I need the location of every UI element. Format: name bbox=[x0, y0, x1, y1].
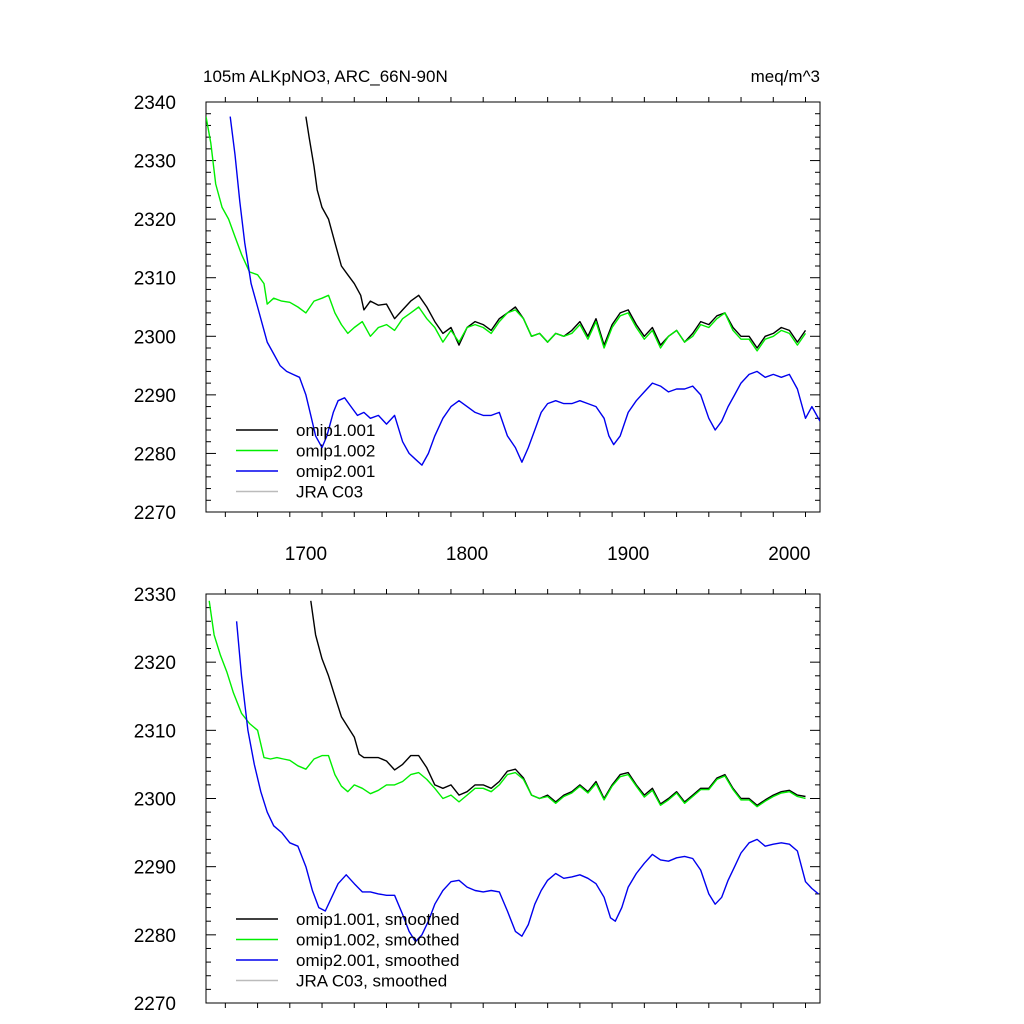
y-tick-label: 2290 bbox=[134, 386, 176, 407]
y-tick-label: 2280 bbox=[134, 444, 176, 465]
series-line-omip1-002-smoothed bbox=[208, 600, 806, 808]
panel-top: 2270 2280 2290 2300 2310 2320 2330 2340 1700 1800… bbox=[134, 93, 821, 565]
legend-label: JRA C03 bbox=[296, 483, 363, 502]
y-tick-label: 2300 bbox=[134, 790, 176, 811]
y-tick-label: 2330 bbox=[134, 152, 176, 173]
series-line-omip2-001-smoothed bbox=[235, 621, 819, 943]
y-tick-label: 2340 bbox=[134, 93, 176, 114]
y-tick-label: 2280 bbox=[134, 926, 176, 947]
y-tick-label: 2320 bbox=[134, 653, 176, 674]
series-line-omip2-001 bbox=[229, 116, 820, 466]
legend-label: omip1.002, smoothed bbox=[296, 931, 460, 950]
panel-bottom: 2270 2280 2290 2300 2310 2320 2330 omip1.001, s… bbox=[134, 585, 821, 1015]
series-line-omip1-001-smoothed bbox=[310, 600, 806, 806]
x-tick-label: 1700 bbox=[285, 544, 327, 565]
y-tick-label: 2330 bbox=[134, 585, 176, 606]
y-tick-label: 2290 bbox=[134, 858, 176, 879]
plot-frame bbox=[205, 101, 821, 513]
x-tick-label: 1900 bbox=[607, 544, 649, 565]
y-tick-label: 2270 bbox=[134, 994, 176, 1015]
series-line-omip1-002 bbox=[206, 116, 807, 352]
y-tick-label: 2300 bbox=[134, 327, 176, 348]
figure-units: meq/m^3 bbox=[751, 67, 820, 86]
legend-label: omip2.001 bbox=[296, 462, 375, 481]
x-tick-label: 2000 bbox=[768, 544, 810, 565]
legend-label: omip1.001, smoothed bbox=[296, 910, 460, 929]
x-tick-label: 1800 bbox=[446, 544, 488, 565]
series-line-omip1-001 bbox=[305, 116, 807, 349]
figure-title: 105m ALKpNO3, ARC_66N-90N bbox=[203, 67, 448, 86]
y-tick-label: 2320 bbox=[134, 210, 176, 231]
y-tick-label: 2310 bbox=[134, 269, 176, 290]
y-tick-label: 2270 bbox=[134, 503, 176, 524]
legend-label: omip1.001 bbox=[296, 421, 375, 440]
y-tick-label: 2310 bbox=[134, 721, 176, 742]
legend-label: omip2.001, smoothed bbox=[296, 951, 460, 970]
legend-label: omip1.002 bbox=[296, 442, 375, 461]
legend-label: JRA C03, smoothed bbox=[296, 972, 447, 991]
